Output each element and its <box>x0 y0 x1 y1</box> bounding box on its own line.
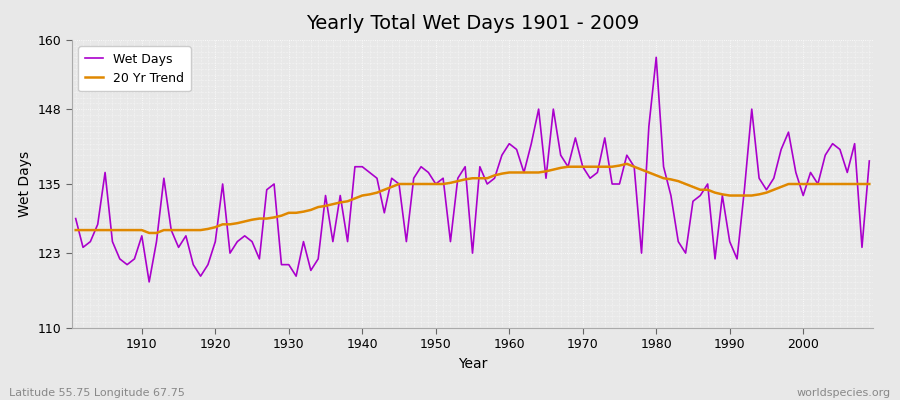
20 Yr Trend <box>342 199 353 204</box>
20 Yr Trend <box>864 182 875 186</box>
20 Yr Trend <box>504 170 515 175</box>
Text: Latitude 55.75 Longitude 67.75: Latitude 55.75 Longitude 67.75 <box>9 388 184 398</box>
Wet Days <box>864 158 875 163</box>
Text: worldspecies.org: worldspecies.org <box>796 388 891 398</box>
Wet Days <box>144 280 155 284</box>
20 Yr Trend <box>621 162 632 166</box>
Wet Days <box>504 141 515 146</box>
Legend: Wet Days, 20 Yr Trend: Wet Days, 20 Yr Trend <box>78 46 191 91</box>
20 Yr Trend <box>129 228 140 232</box>
Wet Days <box>342 239 353 244</box>
Wet Days <box>511 147 522 152</box>
Wet Days <box>70 216 81 221</box>
Line: Wet Days: Wet Days <box>76 57 869 282</box>
20 Yr Trend <box>599 164 610 169</box>
20 Yr Trend <box>511 170 522 175</box>
Wet Days <box>129 256 140 261</box>
Title: Yearly Total Wet Days 1901 - 2009: Yearly Total Wet Days 1901 - 2009 <box>306 14 639 33</box>
Y-axis label: Wet Days: Wet Days <box>18 151 32 217</box>
20 Yr Trend <box>144 230 155 235</box>
X-axis label: Year: Year <box>458 357 487 371</box>
20 Yr Trend <box>70 228 81 232</box>
Wet Days <box>651 55 661 60</box>
Line: 20 Yr Trend: 20 Yr Trend <box>76 164 869 233</box>
20 Yr Trend <box>298 209 309 214</box>
Wet Days <box>298 239 309 244</box>
Wet Days <box>599 136 610 140</box>
